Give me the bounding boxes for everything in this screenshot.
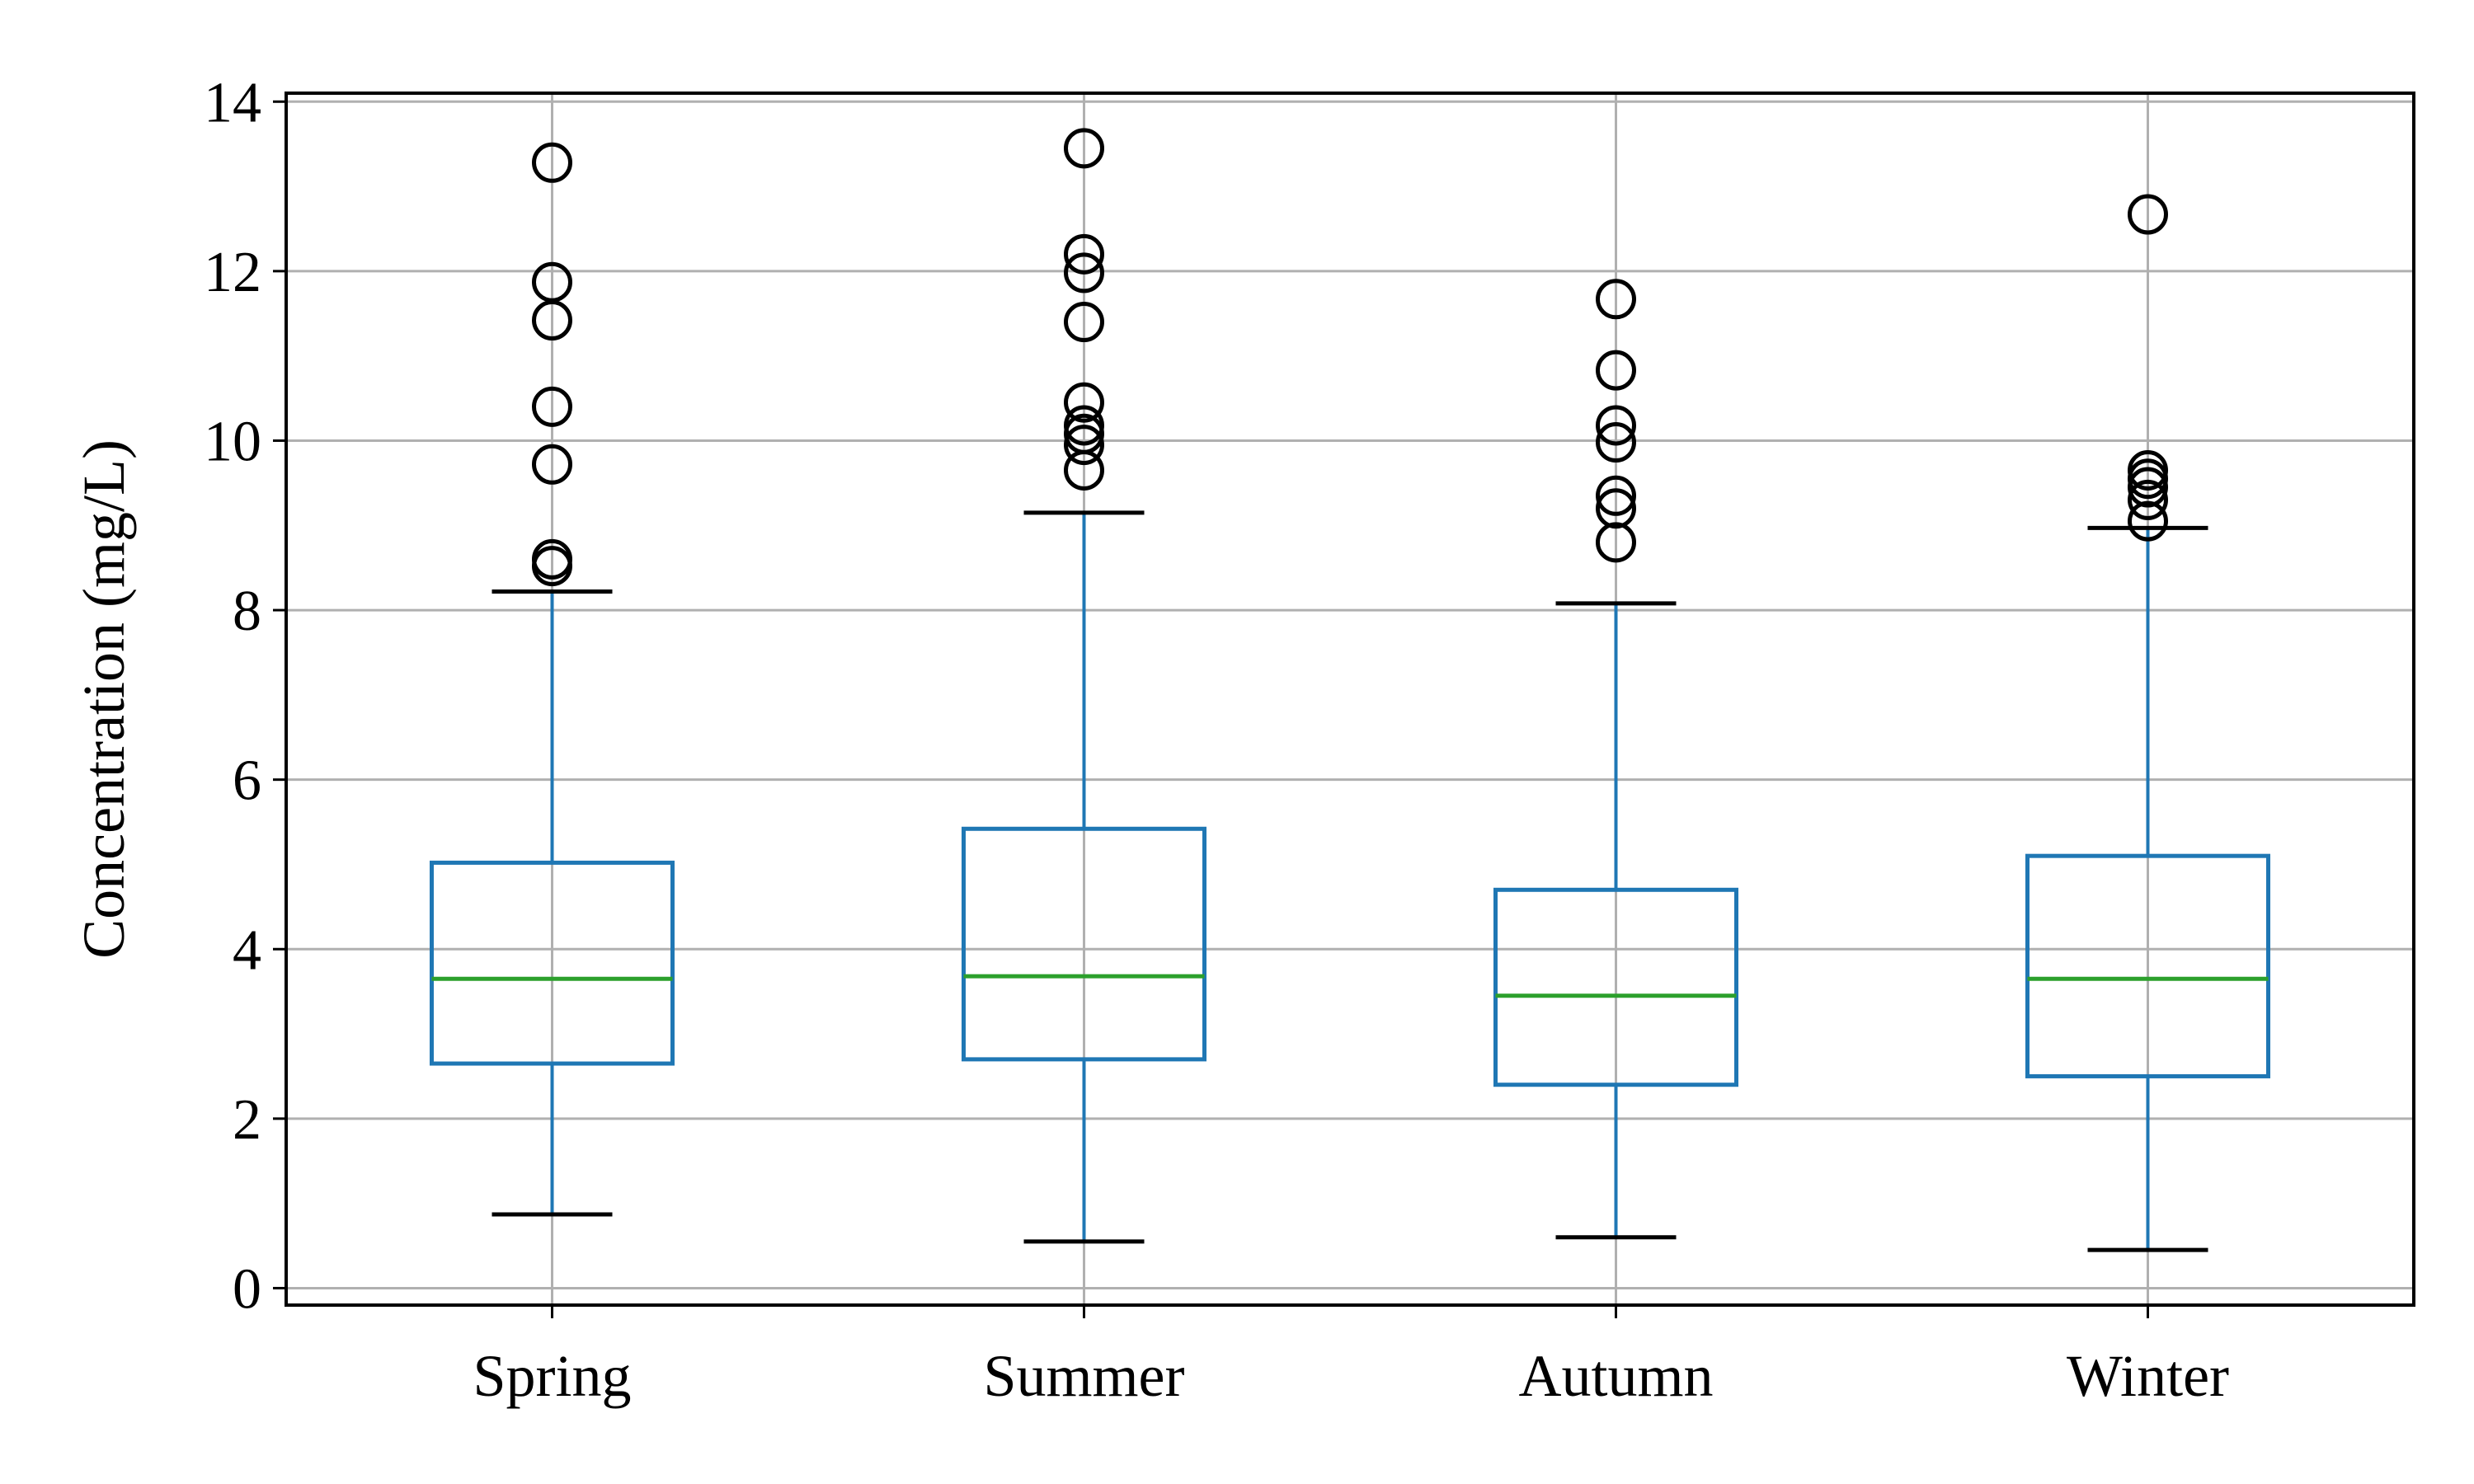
outlier-point: [2128, 500, 2168, 542]
iqr-box: [2025, 853, 2270, 1078]
outlier-point: [1596, 405, 1636, 446]
outlier-point: [1596, 422, 1636, 463]
box-autumn: [1493, 279, 1738, 1240]
outlier-point: [1064, 252, 1104, 294]
outlier-point: [532, 386, 572, 427]
outlier-point: [2128, 449, 2168, 491]
x-tick-label: Winter: [2067, 1343, 2229, 1409]
outlier-point: [1596, 279, 1636, 320]
y-tick-label: 0: [233, 1257, 261, 1321]
x-tick-label: Autumn: [1518, 1343, 1713, 1409]
outlier-point: [532, 444, 572, 485]
x-axis: Spring Summer Autumn Winter: [473, 1305, 2229, 1409]
box-winter: [2025, 194, 2270, 1252]
y-tick-label: 2: [233, 1088, 261, 1152]
outlier-point: [1064, 128, 1104, 169]
x-tick-label: Spring: [473, 1343, 631, 1409]
grid-lines: [286, 93, 2414, 1305]
iqr-box: [430, 860, 675, 1066]
outlier-point: [1596, 488, 1636, 529]
outlier-point: [1596, 350, 1636, 391]
outlier-point: [532, 538, 572, 580]
y-tick-label: 12: [204, 241, 261, 304]
outlier-point: [2128, 194, 2168, 235]
outlier-point: [1064, 233, 1104, 275]
outlier-point: [532, 142, 572, 183]
y-tick-label: 4: [233, 918, 261, 982]
y-tick-label: 6: [233, 749, 261, 813]
iqr-box: [962, 826, 1206, 1062]
y-axis: 0 2 4 6 8 10 12 14: [204, 71, 286, 1321]
outlier-point: [1064, 405, 1104, 446]
outlier-point: [1596, 522, 1636, 563]
outlier-point: [1064, 425, 1104, 466]
x-tick-label: Summer: [984, 1343, 1185, 1409]
y-tick-label: 8: [233, 580, 261, 643]
iqr-box: [1493, 887, 1738, 1087]
y-tick-label: 10: [204, 410, 261, 473]
box-plot-series: [430, 128, 2270, 1252]
box-summer: [962, 128, 1206, 1244]
outlier-point: [2128, 479, 2168, 520]
outlier-point: [1064, 302, 1104, 343]
outlier-point: [1596, 475, 1636, 516]
outlier-point: [532, 261, 572, 303]
box-spring: [430, 142, 675, 1217]
y-tick-label: 14: [204, 71, 261, 134]
y-axis-title: Concentration (mg/L): [71, 439, 137, 959]
plot-area-frame: [285, 92, 2415, 1307]
outlier-point: [1064, 382, 1104, 423]
